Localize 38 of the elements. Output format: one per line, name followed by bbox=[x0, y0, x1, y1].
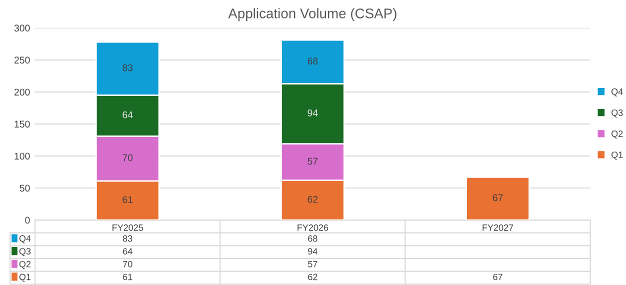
text: 62 bbox=[308, 274, 318, 280]
legend-label: Q2 bbox=[19, 260, 31, 269]
legend-label: Q1 bbox=[612, 152, 623, 160]
legend-label: Q4 bbox=[19, 235, 31, 244]
data-label: 67 bbox=[492, 194, 503, 202]
y-tick-label: 250 bbox=[14, 56, 30, 64]
x-tick-label: FY2027 bbox=[482, 224, 514, 231]
y-tick-label: 200 bbox=[14, 88, 30, 96]
y-tick-label: 300 bbox=[14, 24, 30, 32]
text: 57 bbox=[308, 261, 318, 268]
data-label: 68 bbox=[308, 58, 318, 64]
data-label: 83 bbox=[122, 64, 133, 72]
y-tick-label: 0 bbox=[25, 216, 30, 224]
text: Q4 bbox=[612, 88, 623, 96]
text: Q2 bbox=[612, 130, 623, 139]
text: 64 bbox=[123, 248, 132, 255]
x-tick-label: FY2025 bbox=[112, 224, 144, 231]
text: 94 bbox=[308, 248, 318, 255]
data-label: 70 bbox=[122, 154, 133, 162]
data-label: 64 bbox=[122, 111, 133, 118]
data-label: 57 bbox=[308, 158, 318, 165]
text: 68 bbox=[308, 235, 318, 242]
text: Q1 bbox=[19, 274, 31, 282]
x-tick-label: FY2026 bbox=[298, 224, 328, 231]
y-tick-label: 100 bbox=[14, 152, 30, 160]
chart-title: Application Volume (CSAP) bbox=[228, 8, 396, 22]
y-tick-label: 150 bbox=[14, 120, 30, 128]
data-label: 61 bbox=[122, 196, 133, 204]
y-tick-label: 50 bbox=[20, 184, 30, 192]
legend-label: Q3 bbox=[19, 248, 31, 256]
text: 67 bbox=[493, 274, 502, 280]
text: 83 bbox=[122, 235, 132, 242]
data-label: 94 bbox=[308, 109, 318, 116]
text: 61 bbox=[123, 274, 132, 280]
data-label: 62 bbox=[308, 196, 318, 203]
bar bbox=[466, 176, 530, 220]
text: Q3 bbox=[612, 109, 623, 118]
text: 70 bbox=[123, 260, 132, 268]
